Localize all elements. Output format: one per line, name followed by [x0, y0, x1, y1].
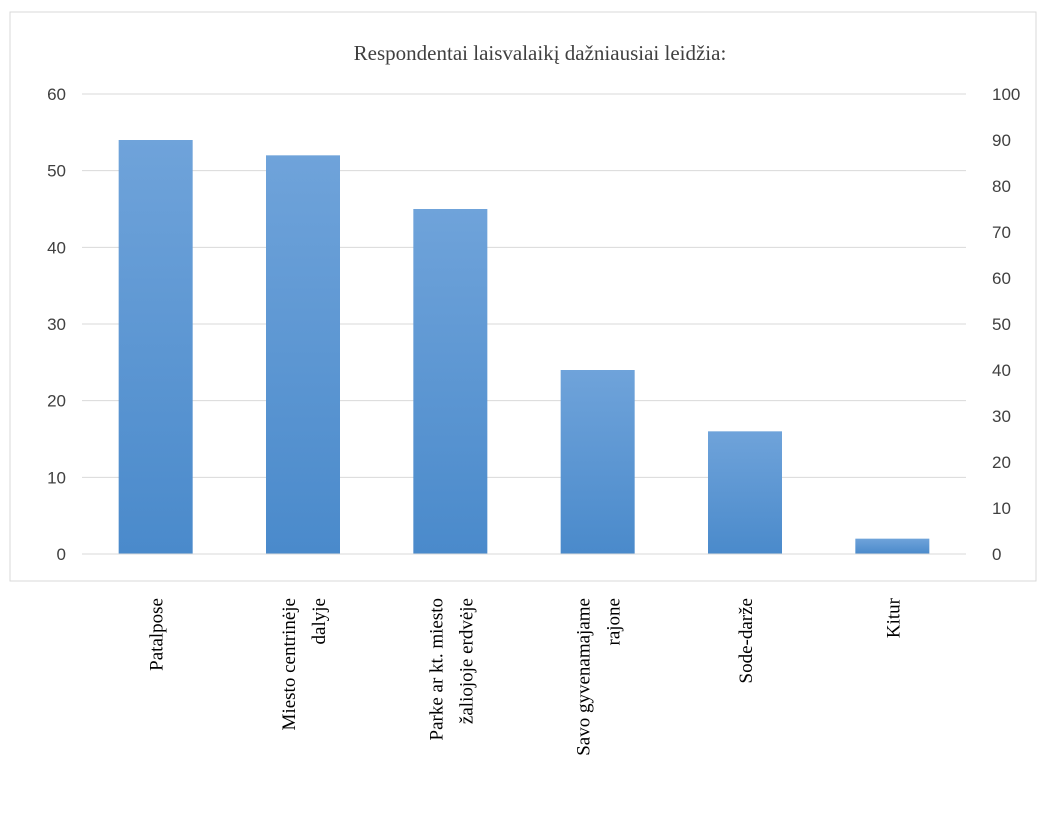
category-label-line: dalyje — [309, 598, 330, 644]
category-label-line: Savo gyvenamajame — [574, 598, 595, 756]
category-label: Miesto centrinėje dalyje — [279, 598, 330, 730]
y-tick-label: 60 — [47, 85, 66, 104]
bar — [266, 155, 340, 555]
category-label: Sode-darže — [736, 598, 757, 683]
y2-tick-label: 60 — [992, 269, 1011, 288]
category-label: Kitur — [883, 597, 904, 638]
y-tick-label: 10 — [47, 468, 66, 487]
y2-tick-label: 10 — [992, 499, 1011, 518]
y-axis-tick-labels: 0 10 20 30 40 50 60 — [47, 85, 66, 564]
bar — [708, 431, 782, 554]
bars — [118, 140, 930, 555]
bar — [560, 370, 635, 554]
category-label-line: Patalpose — [147, 598, 168, 671]
category-label: Parke ar kt. miesto žaliojoje erdvėje — [426, 598, 477, 740]
bar — [118, 140, 193, 554]
gridlines — [82, 93, 966, 478]
y-tick-label: 0 — [57, 545, 66, 564]
y2-tick-label: 70 — [992, 223, 1011, 242]
bar — [855, 538, 930, 554]
y-tick-label: 50 — [47, 162, 66, 181]
y2-tick-label: 80 — [992, 177, 1011, 196]
y2-tick-label: 50 — [992, 315, 1011, 334]
y-tick-label: 30 — [47, 315, 66, 334]
category-label-line: Parke ar kt. miesto — [426, 598, 447, 740]
category-label-line: žaliojoje erdvėje — [456, 598, 477, 724]
secondary-y-axis-tick-labels: 0 10 20 30 40 50 60 70 80 90 100 — [992, 85, 1020, 564]
y2-tick-label: 20 — [992, 453, 1011, 472]
y2-tick-label: 100 — [992, 85, 1020, 104]
category-label-line: Miesto centrinėje — [279, 598, 300, 730]
category-label-line: Kitur — [883, 597, 904, 638]
y-tick-label: 20 — [47, 392, 66, 411]
category-label: Patalpose — [147, 598, 168, 671]
y2-tick-label: 40 — [992, 361, 1011, 380]
y-tick-label: 40 — [47, 238, 66, 257]
bar — [413, 209, 488, 554]
chart-title: Respondentai laisvalaikį dažniausiai lei… — [354, 41, 727, 65]
category-labels: Patalpose Miesto centrinėje dalyje Parke ar… — [147, 597, 905, 755]
y2-tick-label: 30 — [992, 407, 1011, 426]
category-label: Savo gyvenamajame rajone — [574, 598, 625, 756]
category-label-line: rajone — [604, 598, 625, 645]
category-label-line: Sode-darže — [736, 598, 757, 683]
y2-tick-label: 90 — [992, 131, 1011, 150]
y2-tick-label: 0 — [992, 545, 1001, 564]
